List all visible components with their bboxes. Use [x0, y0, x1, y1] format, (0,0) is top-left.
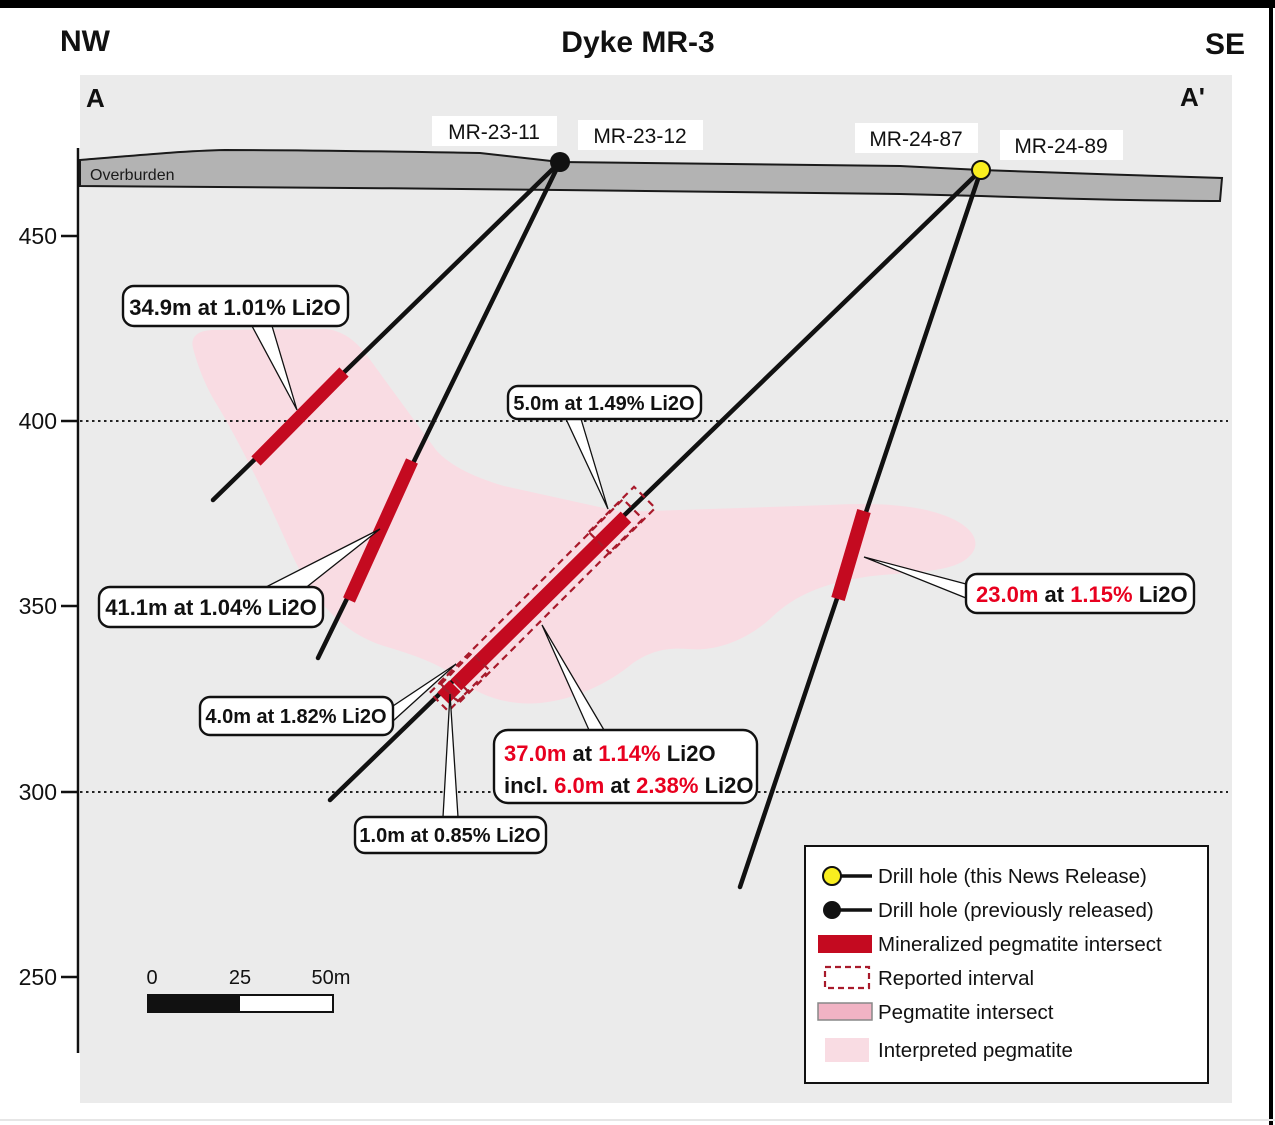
- callout-box-1-0m: [353, 815, 548, 855]
- compass-nw: NW: [60, 25, 111, 58]
- mineralized-intersect-4-0m: [456, 665, 476, 685]
- legend-swatch-pegmatite-intersect: [817, 1002, 873, 1021]
- value-6-0m: 6.0m: [554, 773, 604, 798]
- hole-label-mr-23-11: MR-23-11: [448, 121, 540, 144]
- callout-box-37-0m: [492, 728, 759, 805]
- mineralized-intersect-37-0m: [450, 511, 632, 691]
- value-2-38pct: 2.38%: [636, 773, 698, 798]
- hole-label-mr-23-12: MR-23-12: [593, 125, 686, 148]
- legend-label-mineralized: Mineralized pegmatite intersect: [878, 933, 1162, 956]
- legend-swatch-reported-interval: [823, 965, 871, 990]
- collar-previously-released: [550, 152, 570, 172]
- joiner-at: at: [604, 773, 636, 798]
- scale-label-25: 25: [229, 967, 251, 989]
- hole-label-mr-24-87: MR-24-87: [869, 128, 962, 151]
- legend-swatch-interpreted-pegmatite: [825, 1038, 869, 1062]
- elevation-axis: [61, 148, 80, 1053]
- callout-box-23-0m: [964, 572, 1196, 615]
- unit-li2o: Li2O: [698, 773, 753, 798]
- callout-text-37-0m-line1: 37.0m at 1.14% Li2O: [504, 741, 716, 766]
- elevation-tick-450: 450: [19, 223, 57, 249]
- scale-bar: 0 25 50m: [146, 967, 351, 1013]
- mineralized-intersect-41-1m: [343, 458, 418, 603]
- unit-li2o: Li2O: [1133, 582, 1188, 607]
- value-1-14pct: 1.14%: [598, 741, 660, 766]
- legend-label-pegmatite-intersect: Pegmatite intersect: [878, 1001, 1054, 1024]
- elevation-tick-250: 250: [19, 964, 57, 990]
- legend-collar-new-icon: [822, 866, 842, 886]
- elevation-tick-400: 400: [19, 408, 57, 434]
- collar-this-news-release: [971, 160, 991, 180]
- joiner-at: at: [566, 741, 598, 766]
- callout-text-1-0m: 1.0m at 0.85% Li2O: [359, 825, 540, 847]
- scale-bar-filled-half: [148, 995, 240, 1012]
- legend-label-drillhole-new: Drill hole (this News Release): [878, 865, 1147, 888]
- interpreted-pegmatite-area: [192, 329, 976, 704]
- section-start-label: A: [86, 83, 105, 113]
- joiner-at: at: [1038, 582, 1070, 607]
- legend-swatch-mineralized: [818, 935, 872, 953]
- legend: Drill hole (this News Release) Drill hol…: [804, 845, 1209, 1084]
- mineralized-intersect-34-9m: [251, 367, 349, 466]
- frame-top-border: [0, 0, 1275, 8]
- frame-right-border: [1269, 0, 1273, 1125]
- section-title: Dyke MR-3: [561, 26, 714, 59]
- hole-label-box-mr-23-12: [578, 120, 703, 150]
- callout-box-34-9m: [121, 284, 350, 328]
- drillhole-trace-mr-24-87: [327, 167, 984, 803]
- unit-li2o: Li2O: [661, 741, 716, 766]
- callout-box-41-1m: [97, 585, 325, 629]
- overburden-label: Overburden: [90, 167, 175, 184]
- callout-box-5-0m: [506, 384, 703, 421]
- legend-collar-prev-icon: [823, 901, 841, 919]
- joiner-incl: incl.: [504, 773, 554, 798]
- legend-label-interpreted-pegmatite: Interpreted pegmatite: [878, 1039, 1073, 1062]
- elevation-tick-350: 350: [19, 593, 57, 619]
- callout-text-41-1m: 41.1m at 1.04% Li2O: [105, 595, 317, 620]
- reported-interval-outline-4-0m: [439, 651, 491, 703]
- hole-label-box-mr-24-89: [1000, 130, 1123, 160]
- callout-text-34-9m: 34.9m at 1.01% Li2O: [129, 295, 341, 320]
- elevation-tick-300: 300: [19, 779, 57, 805]
- scale-label-0: 0: [146, 967, 157, 989]
- hole-label-mr-24-89: MR-24-89: [1014, 135, 1107, 158]
- callout-text-37-0m-line2: incl. 6.0m at 2.38% Li2O: [504, 773, 753, 798]
- value-1-15pct: 1.15%: [1070, 582, 1132, 607]
- value-37-0m: 37.0m: [504, 741, 566, 766]
- hole-label-box-mr-24-87: [855, 123, 978, 153]
- scale-label-50m: 50m: [312, 967, 351, 989]
- compass-se: SE: [1205, 28, 1245, 61]
- hole-label-box-mr-23-11: [432, 116, 557, 146]
- callout-text-23-0m: 23.0m at 1.15% Li2O: [976, 582, 1188, 607]
- mineralized-intersect-23-0m: [831, 509, 871, 601]
- callout-box-4-0m: [198, 695, 395, 737]
- value-23-0m: 23.0m: [976, 582, 1038, 607]
- overburden-band: [79, 148, 1224, 203]
- callout-text-4-0m: 4.0m at 1.82% Li2O: [205, 706, 386, 728]
- legend-label-reported-interval: Reported interval: [878, 967, 1034, 990]
- legend-box: [804, 845, 1209, 1084]
- frame-bottom-border: [0, 1119, 1275, 1121]
- section-end-label: A': [1180, 82, 1205, 112]
- reported-interval-outline-1-0m: [428, 671, 470, 713]
- legend-label-drillhole-prev: Drill hole (previously released): [878, 899, 1154, 922]
- callout-text-5-0m: 5.0m at 1.49% Li2O: [513, 393, 694, 415]
